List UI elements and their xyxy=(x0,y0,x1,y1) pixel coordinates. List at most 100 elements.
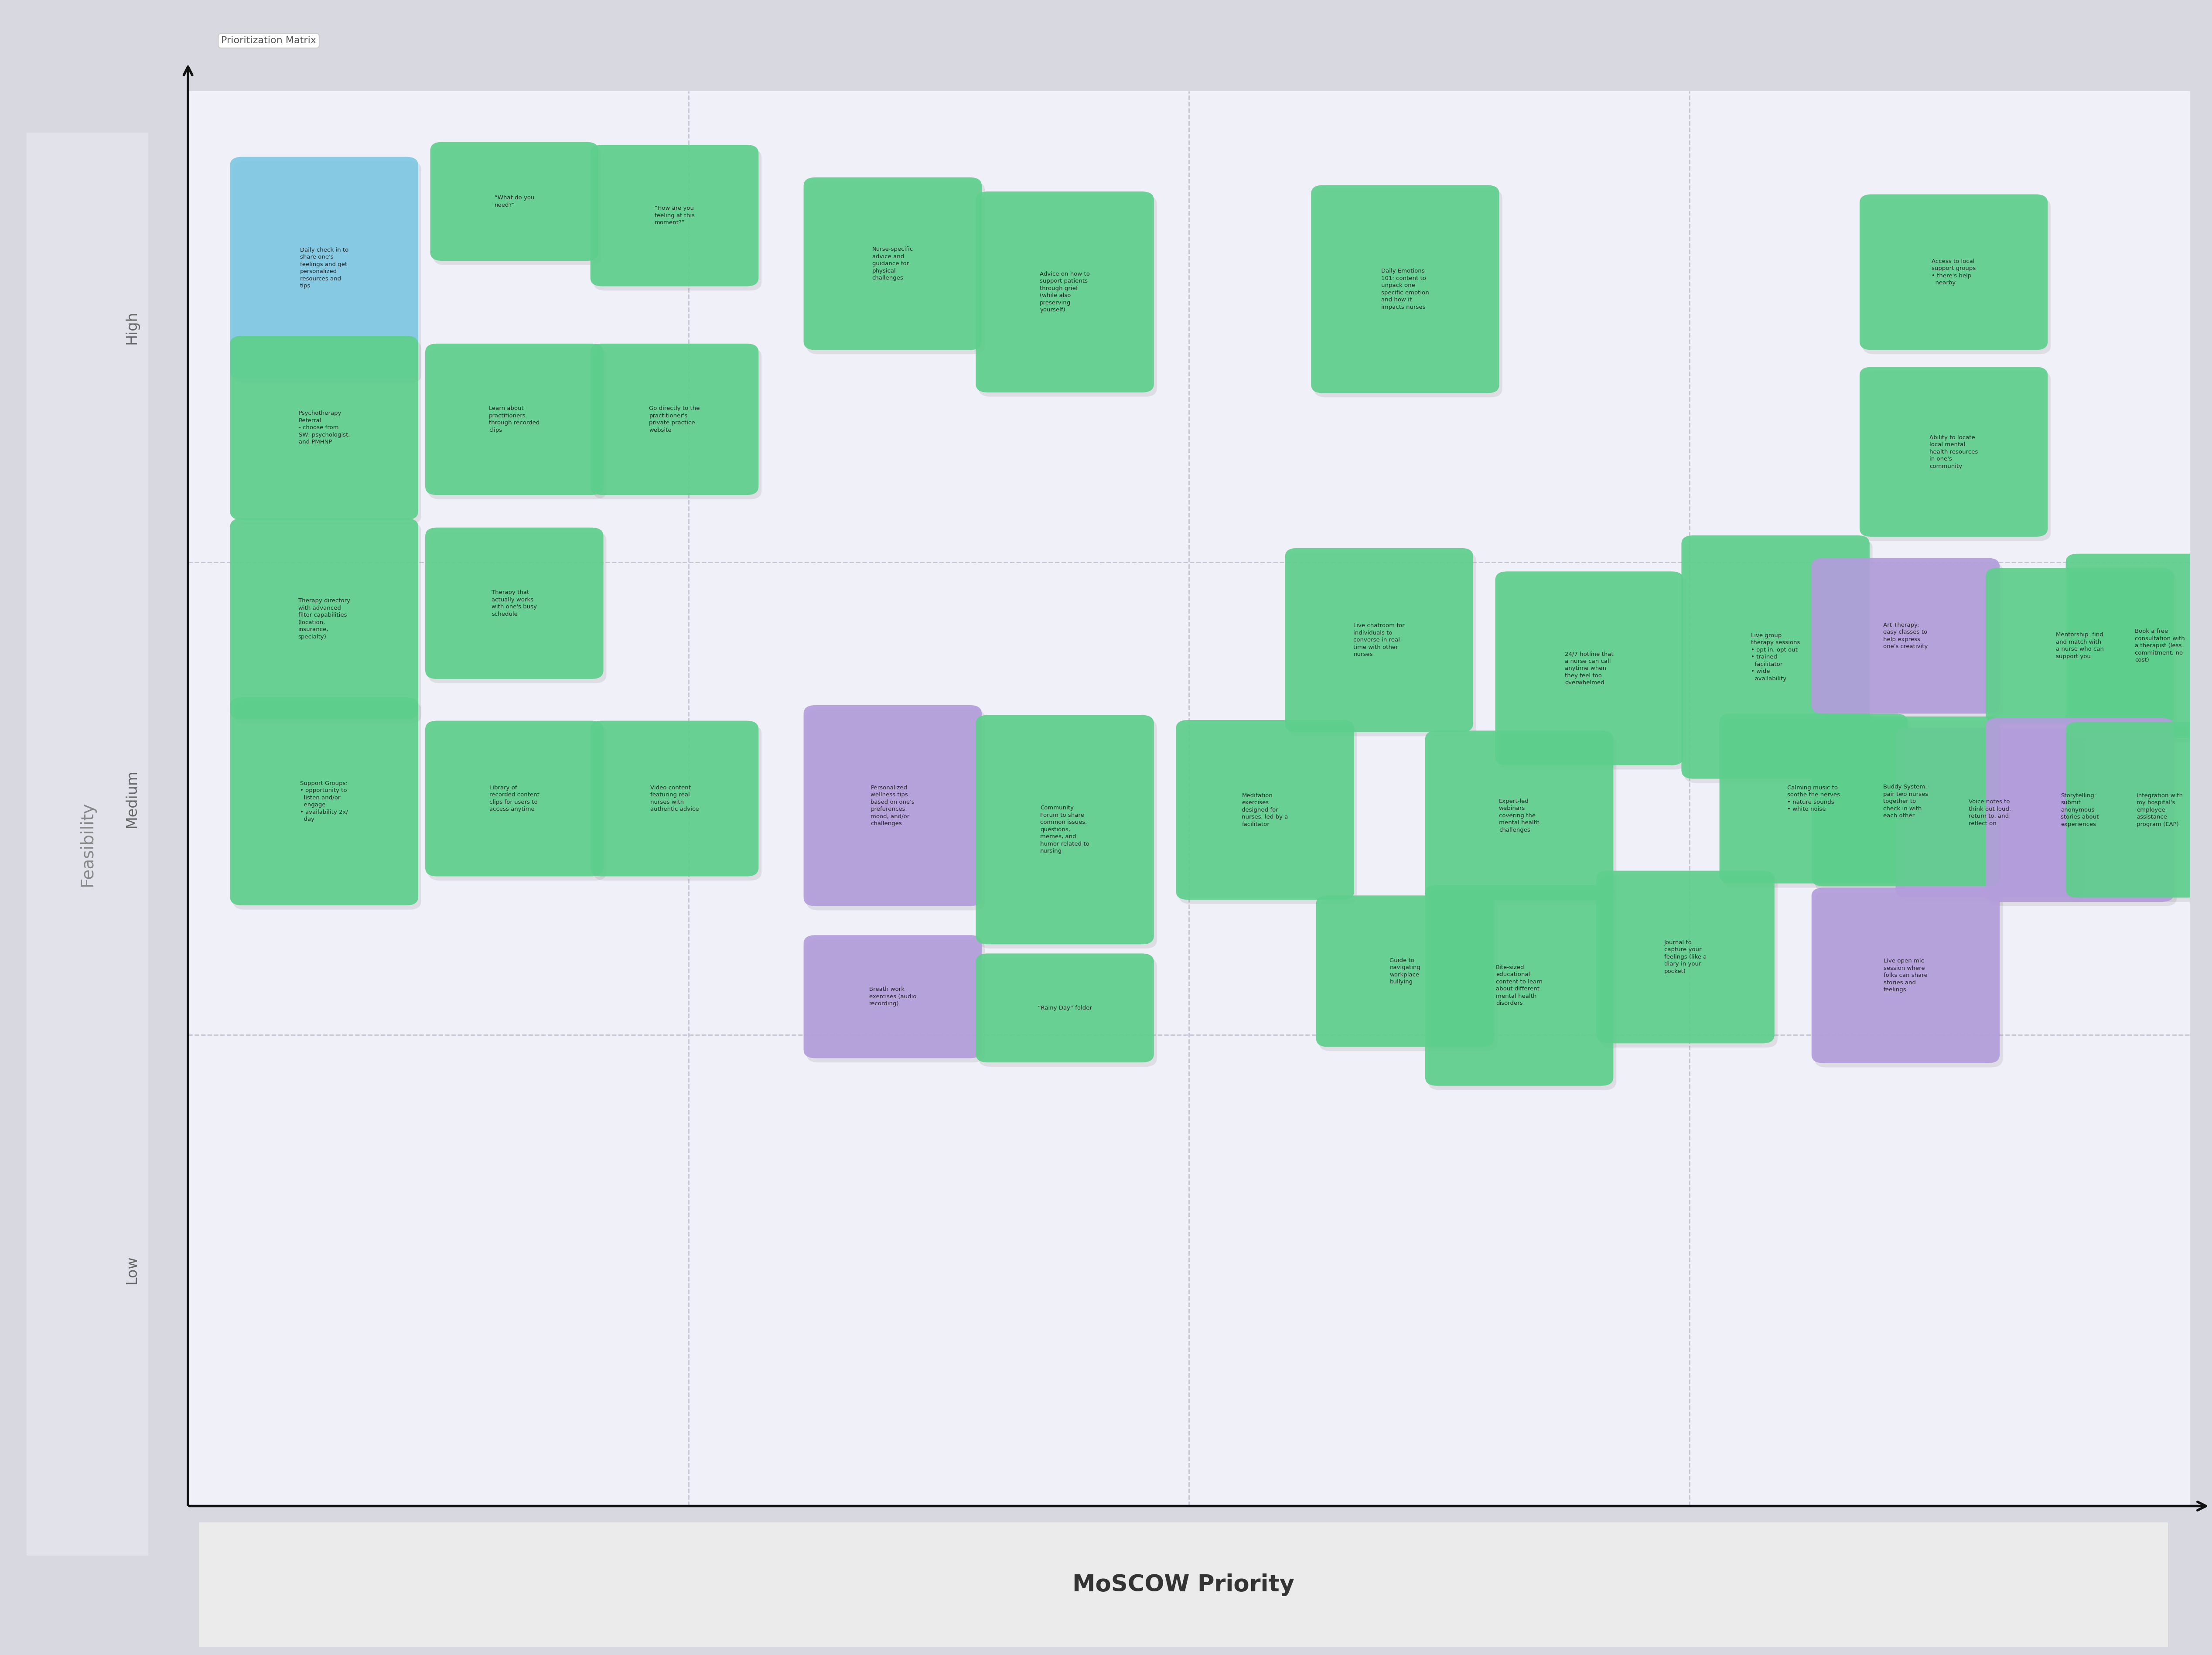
Text: “How are you
feeling at this
moment?”: “How are you feeling at this moment?” xyxy=(655,205,695,225)
FancyBboxPatch shape xyxy=(425,344,604,495)
FancyBboxPatch shape xyxy=(803,705,982,905)
Text: Mentorship: find
and match with
a nurse who can
support you: Mentorship: find and match with a nurse … xyxy=(2055,632,2104,659)
FancyBboxPatch shape xyxy=(807,182,984,354)
FancyBboxPatch shape xyxy=(1429,889,1617,1091)
FancyBboxPatch shape xyxy=(1312,185,1500,394)
FancyBboxPatch shape xyxy=(2066,722,2212,897)
FancyBboxPatch shape xyxy=(1285,548,1473,732)
FancyBboxPatch shape xyxy=(1986,568,2174,723)
FancyBboxPatch shape xyxy=(1896,728,2084,897)
Text: Buddy System:
pair two nurses
together to
check in with
each other: Buddy System: pair two nurses together t… xyxy=(1882,784,1929,819)
FancyBboxPatch shape xyxy=(232,523,420,723)
FancyBboxPatch shape xyxy=(20,0,155,1655)
FancyBboxPatch shape xyxy=(429,725,606,880)
Text: Therapy that
actually works
with one's busy
schedule: Therapy that actually works with one's b… xyxy=(491,589,538,617)
Text: Go directly to the
practitioner's
private practice
website: Go directly to the practitioner's privat… xyxy=(648,405,699,434)
FancyBboxPatch shape xyxy=(807,710,984,910)
FancyBboxPatch shape xyxy=(429,348,606,500)
FancyBboxPatch shape xyxy=(1429,735,1617,905)
FancyBboxPatch shape xyxy=(1812,887,2000,1063)
FancyBboxPatch shape xyxy=(978,958,1157,1067)
FancyBboxPatch shape xyxy=(1316,895,1495,1048)
Text: Journal to
capture your
feelings (like a
diary in your
pocket): Journal to capture your feelings (like a… xyxy=(1663,940,1708,975)
FancyBboxPatch shape xyxy=(1860,194,2048,349)
FancyBboxPatch shape xyxy=(1986,718,2174,902)
FancyBboxPatch shape xyxy=(425,528,604,679)
FancyBboxPatch shape xyxy=(593,348,761,500)
Text: Personalized
wellness tips
based on one's
preferences,
mood, and/or
challenges: Personalized wellness tips based on one'… xyxy=(872,784,914,826)
Text: Psychotherapy
Referral
- choose from
SW, psychologist,
and PMHNP: Psychotherapy Referral - choose from SW,… xyxy=(299,410,349,445)
FancyBboxPatch shape xyxy=(230,157,418,379)
FancyBboxPatch shape xyxy=(2068,727,2212,902)
Text: High: High xyxy=(124,311,139,344)
FancyBboxPatch shape xyxy=(1814,720,2002,890)
FancyBboxPatch shape xyxy=(1812,717,2000,887)
FancyBboxPatch shape xyxy=(593,149,761,291)
FancyBboxPatch shape xyxy=(593,725,761,880)
Text: Ability to locate
local mental
health resources
in one's
community: Ability to locate local mental health re… xyxy=(1929,435,1978,468)
Text: Guide to
navigating
workplace
bullying: Guide to navigating workplace bullying xyxy=(1389,958,1420,985)
FancyBboxPatch shape xyxy=(1989,722,2177,905)
FancyBboxPatch shape xyxy=(978,195,1157,397)
FancyBboxPatch shape xyxy=(1287,553,1475,736)
FancyBboxPatch shape xyxy=(803,935,982,1058)
FancyBboxPatch shape xyxy=(230,697,418,905)
Text: Must-Have: Must-Have xyxy=(400,1569,478,1584)
FancyBboxPatch shape xyxy=(591,144,759,286)
Text: Meditation
exercises
designed for
nurses, led by a
facilitator: Meditation exercises designed for nurses… xyxy=(1241,793,1287,828)
FancyBboxPatch shape xyxy=(1599,875,1778,1048)
FancyBboxPatch shape xyxy=(591,344,759,495)
Text: Storytelling:
submit
anonymous
stories about
experiences: Storytelling: submit anonymous stories a… xyxy=(2062,793,2099,828)
Text: 24/7 hotline that
a nurse can call
anytime when
they feel too
overwhelmed: 24/7 hotline that a nurse can call anyti… xyxy=(1564,650,1615,685)
FancyBboxPatch shape xyxy=(1179,725,1358,904)
Text: Won’t-Have: Won’t-Have xyxy=(1898,1569,1982,1584)
FancyBboxPatch shape xyxy=(1863,371,2051,541)
FancyBboxPatch shape xyxy=(2068,558,2212,741)
Text: Integration with
my hospital's
employee
assistance
program (EAP): Integration with my hospital's employee … xyxy=(2137,793,2183,828)
FancyBboxPatch shape xyxy=(230,518,418,720)
FancyBboxPatch shape xyxy=(1814,892,2002,1067)
Text: Expert-led
webinars
covering the
mental health
challenges: Expert-led webinars covering the mental … xyxy=(1500,798,1540,832)
FancyBboxPatch shape xyxy=(159,1519,2208,1648)
Text: Should-Have: Should-Have xyxy=(891,1569,984,1584)
FancyBboxPatch shape xyxy=(431,142,599,261)
Text: “Rainy Day” folder: “Rainy Day” folder xyxy=(1037,1005,1093,1011)
Text: Calming music to
soothe the nerves
• nature sounds
• white noise: Calming music to soothe the nerves • nat… xyxy=(1787,784,1840,813)
FancyBboxPatch shape xyxy=(1314,189,1502,397)
Text: Medium: Medium xyxy=(124,770,139,828)
FancyBboxPatch shape xyxy=(975,953,1155,1063)
Text: Nurse-specific
advice and
guidance for
physical
challenges: Nurse-specific advice and guidance for p… xyxy=(872,247,914,281)
FancyBboxPatch shape xyxy=(434,146,602,265)
Text: Library of
recorded content
clips for users to
access anytime: Library of recorded content clips for us… xyxy=(489,784,540,813)
Text: Could-Have: Could-Have xyxy=(1398,1569,1482,1584)
FancyBboxPatch shape xyxy=(807,940,984,1063)
FancyBboxPatch shape xyxy=(1425,730,1613,900)
FancyBboxPatch shape xyxy=(591,720,759,877)
Text: MoSCOW Priority: MoSCOW Priority xyxy=(1073,1574,1294,1595)
FancyBboxPatch shape xyxy=(1812,558,2000,713)
FancyBboxPatch shape xyxy=(1425,885,1613,1086)
Text: Learn about
practitioners
through recorded
clips: Learn about practitioners through record… xyxy=(489,405,540,434)
Text: Low: Low xyxy=(124,1256,139,1284)
FancyBboxPatch shape xyxy=(1318,900,1498,1051)
FancyBboxPatch shape xyxy=(975,715,1155,945)
FancyBboxPatch shape xyxy=(1723,718,1911,887)
Text: Book a free
consultation with
a therapist (less
commitment, no
cost): Book a free consultation with a therapis… xyxy=(2135,629,2185,664)
Text: Therapy directory
with advanced
filter capabilities
(location,
insurance,
specia: Therapy directory with advanced filter c… xyxy=(299,597,349,639)
Text: “What do you
need?”: “What do you need?” xyxy=(493,195,535,209)
FancyBboxPatch shape xyxy=(1719,713,1907,884)
FancyBboxPatch shape xyxy=(1814,563,2002,718)
FancyBboxPatch shape xyxy=(978,720,1157,948)
FancyBboxPatch shape xyxy=(232,702,420,910)
Text: Live chatroom for
individuals to
converse in real-
time with other
nurses: Live chatroom for individuals to convers… xyxy=(1354,622,1405,657)
FancyBboxPatch shape xyxy=(230,336,418,520)
FancyBboxPatch shape xyxy=(1177,720,1354,900)
Text: Daily check in to
share one's
feelings and get
personalized
resources and
tips: Daily check in to share one's feelings a… xyxy=(301,247,349,288)
Text: Live group
therapy sessions
• opt in, opt out
• trained
  facilitator
• wide
  a: Live group therapy sessions • opt in, op… xyxy=(1752,632,1801,682)
Text: Access to local
support groups
• there's help
  nearby: Access to local support groups • there's… xyxy=(1931,258,1975,286)
FancyBboxPatch shape xyxy=(1863,199,2051,354)
FancyBboxPatch shape xyxy=(1681,535,1869,780)
FancyBboxPatch shape xyxy=(975,192,1155,392)
FancyBboxPatch shape xyxy=(1498,576,1686,770)
FancyBboxPatch shape xyxy=(425,720,604,877)
